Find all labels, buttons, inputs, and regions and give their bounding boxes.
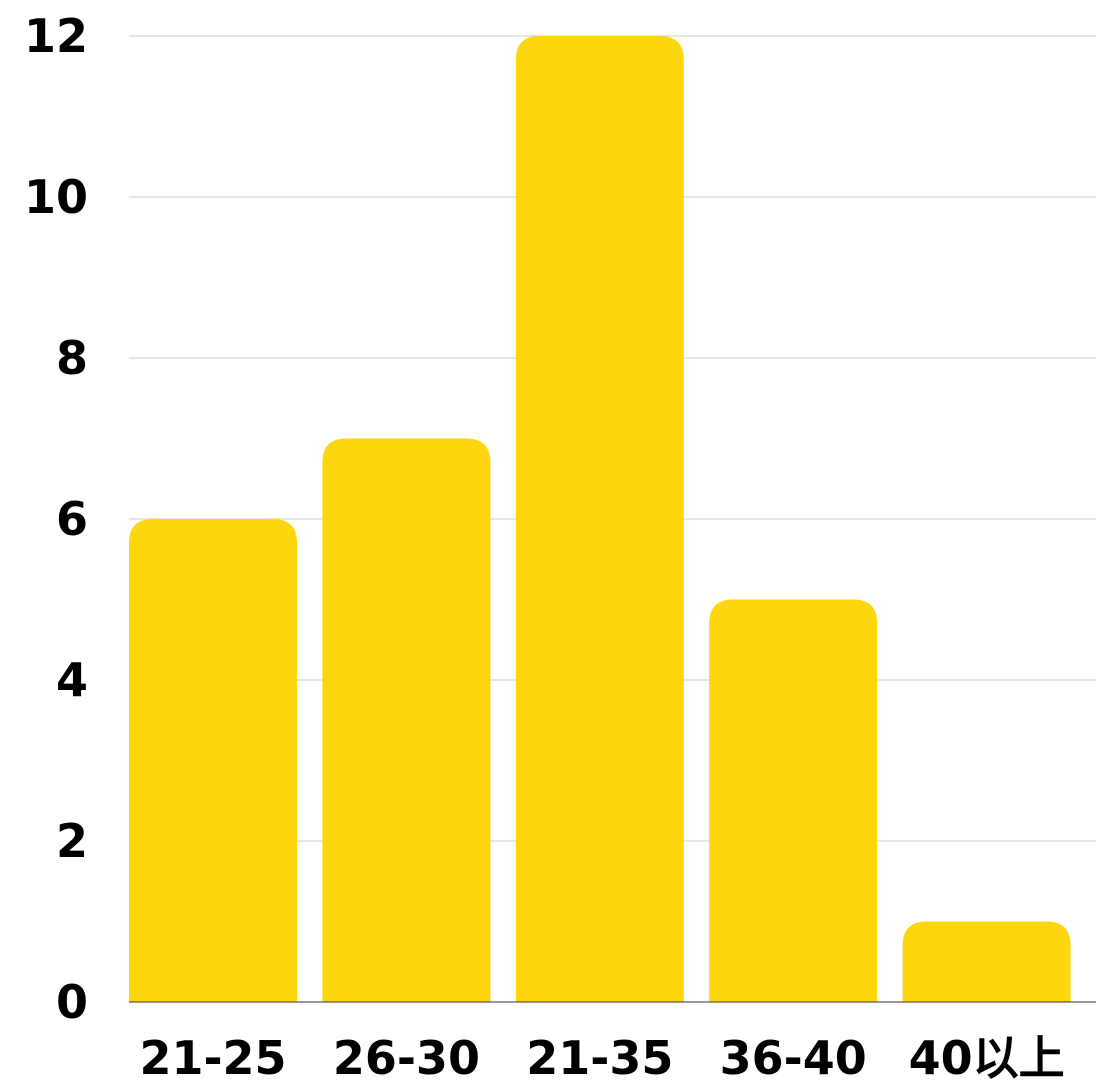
bar — [129, 519, 297, 1002]
y-tick-label: 2 — [56, 814, 88, 868]
y-tick-label: 4 — [56, 653, 88, 707]
bar — [709, 599, 878, 1002]
y-tick-label: 8 — [56, 331, 88, 385]
y-tick-label: 0 — [56, 975, 88, 1029]
bar — [515, 36, 684, 1002]
y-axis-tick-labels: 0 2 4 6 8 10 12 — [24, 9, 88, 1029]
y-tick-label: 6 — [56, 492, 88, 546]
bar — [322, 438, 491, 1002]
bar — [902, 921, 1071, 1002]
x-category-label: 26-30 — [333, 1031, 480, 1085]
x-category-label: 36-40 — [720, 1031, 867, 1085]
y-tick-label: 12 — [24, 9, 88, 63]
bars — [129, 36, 1071, 1002]
x-category-label: 21-35 — [526, 1031, 673, 1085]
x-axis-category-labels: 21-25 26-30 21-35 36-40 40以上 — [139, 1031, 1064, 1085]
x-category-label: 21-25 — [139, 1031, 286, 1085]
y-tick-label: 10 — [24, 170, 88, 224]
x-category-label: 40以上 — [909, 1031, 1065, 1085]
